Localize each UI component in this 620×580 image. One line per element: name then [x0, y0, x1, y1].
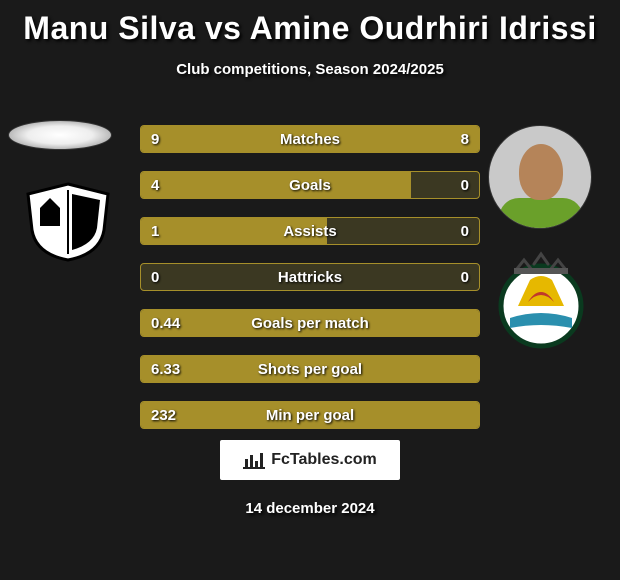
- stat-bars: 9 8 Matches 4 0 Goals 1 0 Assists 0 0 Ha…: [140, 125, 480, 447]
- player-left-avatar: [8, 120, 112, 150]
- stat-label: Hattricks: [141, 264, 479, 291]
- stat-label: Assists: [141, 218, 479, 245]
- club-right-crest: [490, 250, 592, 352]
- club-left-crest: [20, 180, 116, 262]
- stat-label: Goals per match: [141, 310, 479, 337]
- page-subtitle: Club competitions, Season 2024/2025: [0, 61, 620, 78]
- stat-row-assists: 1 0 Assists: [140, 217, 480, 245]
- stat-row-shots-per-goal: 6.33 Shots per goal: [140, 355, 480, 383]
- stat-label: Shots per goal: [141, 356, 479, 383]
- bar-chart-icon: [243, 451, 265, 469]
- stat-label: Matches: [141, 126, 479, 153]
- page-title: Manu Silva vs Amine Oudrhiri Idrissi: [0, 0, 620, 47]
- stat-row-min-per-goal: 232 Min per goal: [140, 401, 480, 429]
- stat-row-goals: 4 0 Goals: [140, 171, 480, 199]
- stat-label: Min per goal: [141, 402, 479, 429]
- player-right-avatar: [488, 125, 592, 229]
- stat-row-matches: 9 8 Matches: [140, 125, 480, 153]
- watermark-badge: FcTables.com: [220, 440, 400, 480]
- watermark-text: FcTables.com: [271, 451, 377, 469]
- stat-row-goals-per-match: 0.44 Goals per match: [140, 309, 480, 337]
- date-text: 14 december 2024: [0, 500, 620, 517]
- stat-row-hattricks: 0 0 Hattricks: [140, 263, 480, 291]
- stat-label: Goals: [141, 172, 479, 199]
